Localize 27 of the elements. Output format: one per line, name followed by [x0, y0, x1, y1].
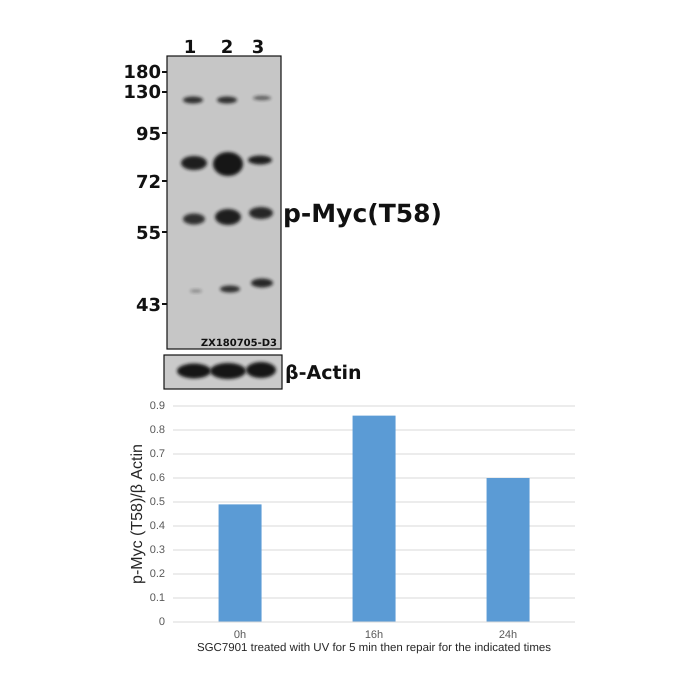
y-axis-title: p-Myc (T58)/β Actin: [128, 444, 146, 584]
y-tick-label: 0: [158, 616, 165, 628]
y-tick-label: 0.5: [150, 496, 165, 508]
text: p-Myc(T58): [283, 199, 442, 228]
text: 130: [123, 82, 161, 103]
y-tick-label: 0.4: [150, 520, 165, 532]
y-tick-label: 0.8: [150, 424, 165, 436]
text: 3: [252, 37, 264, 58]
x-tick-label: 24h: [498, 628, 518, 641]
y-tick-label: 0.6: [150, 472, 165, 484]
y-tick-label: 0.7: [150, 448, 165, 460]
y-tick-label: 0.3: [150, 544, 165, 556]
text: 2: [220, 37, 234, 58]
text: β-Actin: [285, 362, 362, 384]
x-tick-label: 0h: [234, 628, 246, 641]
y-tick-label: 0.9: [150, 400, 165, 412]
text: 72: [136, 172, 161, 193]
text: 1: [184, 37, 196, 58]
text: 180: [123, 62, 161, 83]
text: 43: [136, 295, 161, 316]
y-tick-label: 0.1: [150, 592, 165, 604]
x-axis-title: SGC7901 treated with UV for 5 min then repair for the indicated times: [196, 642, 552, 654]
text: ZX180705-D3: [200, 338, 278, 349]
y-tick-label: 0.2: [150, 568, 165, 580]
text: 95: [136, 124, 161, 145]
text: 55: [136, 223, 161, 244]
x-tick-label: 16h: [364, 628, 384, 641]
